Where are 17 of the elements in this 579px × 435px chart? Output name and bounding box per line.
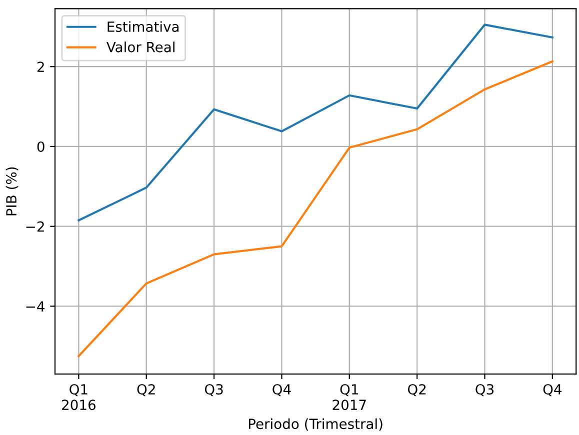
legend-label: Estimativa	[108, 21, 179, 32]
x-tick-label: Q3	[204, 384, 223, 396]
x-tick-label: Q4	[543, 384, 562, 396]
y-tick-label: −4	[26, 301, 45, 312]
y-tick-label: −2	[26, 221, 44, 232]
x-tick-label: Q1 2017	[332, 384, 366, 410]
x-tick-label: Q2	[408, 384, 426, 396]
y-tick-label: 0	[37, 141, 44, 152]
x-tick-label: Q3	[476, 384, 494, 396]
y-tick-label: 2	[37, 62, 44, 72]
line-series	[78, 60, 554, 358]
y-axis-title: PIB (%)	[6, 167, 18, 216]
legend-label: Valor Real	[106, 42, 174, 52]
x-tick-label: Q4	[272, 384, 291, 396]
x-tick-label: Q1 2016	[62, 384, 96, 410]
x-tick-label: Q2	[137, 384, 155, 396]
x-axis-title: Periodo (Trimestral)	[248, 418, 382, 431]
